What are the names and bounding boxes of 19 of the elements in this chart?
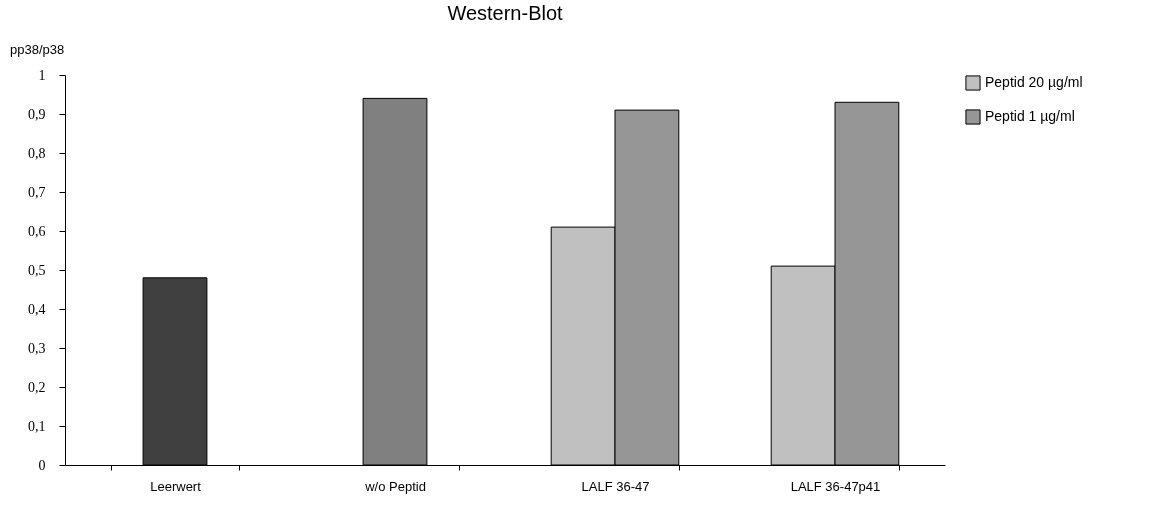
- y-tick-label: 0,5: [28, 262, 46, 278]
- y-tick-label: 0,7: [28, 184, 46, 200]
- y-axis-title: pp38/p38: [10, 42, 65, 57]
- y-tick-label: 0,2: [28, 379, 46, 395]
- y-tick-label: 0,8: [28, 145, 46, 161]
- y-tick-label: 0: [38, 457, 46, 473]
- x-tick-label: LALF 36-47p41: [790, 478, 881, 494]
- legend-label: Peptid 1 µg/ml: [985, 108, 1075, 124]
- x-tick-label: Leerwert: [150, 478, 202, 494]
- x-tick-label: w/o Peptid: [364, 478, 426, 494]
- y-tick-label: 0,9: [28, 106, 46, 122]
- x-tick-label: LALF 36-47: [581, 478, 650, 494]
- y-tick-label: 0,1: [28, 418, 46, 434]
- chart-title: Western-Blot: [447, 2, 564, 24]
- legend-label: Peptid 20 µg/ml: [985, 74, 1083, 90]
- y-tick-label: 0,3: [28, 340, 46, 356]
- y-tick-label: 0,6: [28, 223, 46, 239]
- y-tick-label: 0,4: [28, 301, 46, 317]
- y-tick-label: 1: [38, 67, 46, 83]
